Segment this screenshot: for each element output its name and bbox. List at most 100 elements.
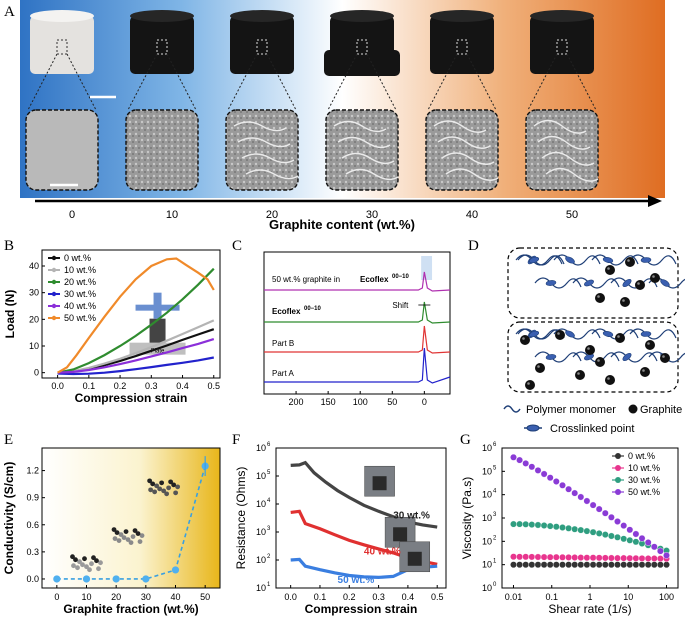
g-point-1-8 [559, 553, 566, 561]
g-point-3-16 [607, 513, 615, 521]
b-xtick-0.0: 0.0 [51, 381, 64, 391]
sample-top-50 [530, 10, 594, 22]
g-xtick-0.1: 0.1 [545, 592, 558, 602]
sem-texture-40-1 [437, 136, 491, 149]
g-point-0-6 [546, 561, 554, 569]
e-cluster-2-9 [150, 481, 156, 487]
d-graphite-1-4 [645, 340, 655, 350]
e-cluster-2-4 [175, 484, 181, 490]
e-xtick-30: 30 [141, 592, 151, 602]
g-ytick-2: 10 [482, 536, 492, 546]
d-graphite-shine-1-3 [617, 335, 620, 338]
g-point-2-15 [601, 531, 609, 539]
e-xtick-10: 10 [81, 592, 91, 602]
g-point-3-6 [546, 474, 554, 482]
g-point-0-12 [583, 561, 591, 569]
zoom-marker-30 [356, 39, 368, 55]
c-xtick-0: 0 [422, 397, 427, 407]
e-cluster-0-6 [82, 556, 87, 562]
sem-texture-20-0 [233, 121, 287, 132]
g-point-2-3 [528, 521, 536, 529]
f-photo-sample-2 [407, 551, 422, 566]
g-point-1-22 [644, 555, 652, 562]
e-ylabel: Conductivity (S/cm) [2, 462, 16, 575]
d-graphite-1-10 [525, 380, 535, 390]
e-cluster-2-3 [168, 479, 174, 485]
d-graphite-1-2 [585, 345, 595, 355]
g-point-3-1 [516, 456, 523, 464]
g-point-3-5 [540, 470, 548, 478]
g-ytick-3: 10 [482, 513, 492, 523]
b-series-10wt [57, 319, 215, 374]
g-point-0-16 [607, 561, 615, 569]
d-crosslink-0-1 [545, 280, 557, 286]
c-label-top-bold: Ecoflex [360, 275, 389, 284]
c-xtick-50: 50 [387, 397, 397, 407]
g-point-1-7 [552, 553, 560, 561]
zoom-line-left-30 [327, 53, 358, 111]
g-point-1-10 [571, 554, 579, 561]
d-crosslink-0-2 [565, 256, 575, 264]
g-ytick-exp-0: 0 [493, 582, 497, 588]
g-point-1-19 [626, 554, 634, 562]
e-cluster-1-1 [118, 532, 124, 538]
b-legend-marker-3 [51, 291, 57, 297]
sem-texture-40-2 [441, 152, 495, 165]
e-cluster-2-13 [148, 487, 154, 493]
g-point-0-17 [614, 561, 621, 569]
content-tick-30: 30 [366, 209, 378, 221]
d-graphite-shine-0-4 [622, 299, 625, 302]
g-point-1-12 [583, 554, 591, 562]
d-graphite-shine-0-5 [652, 275, 655, 278]
g-point-2-11 [577, 526, 585, 534]
e-cluster-0-11 [87, 567, 92, 573]
c-highlight-band [421, 256, 433, 280]
d-graphite-1-1 [555, 330, 565, 340]
d-chain-1-6 [629, 328, 677, 340]
g-ylabel: Viscosity (Pa.s) [460, 477, 474, 559]
g-point-3-10 [571, 489, 579, 497]
g-point-3-7 [552, 478, 560, 485]
legend-crosslink: Crosslinked point [550, 423, 634, 434]
monomer-icon [503, 405, 521, 413]
g-point-2-20 [632, 538, 640, 546]
d-graphite-0-0 [605, 265, 615, 275]
g-point-0-15 [601, 561, 609, 569]
b-xtick-0.3: 0.3 [145, 381, 158, 391]
content-axis-label: Graphite content (wt.%) [269, 217, 415, 232]
g-point-0-8 [559, 561, 566, 569]
g-point-2-0 [510, 520, 517, 528]
g-point-3-18 [620, 522, 628, 530]
g-point-3-20 [632, 530, 640, 538]
e-cluster-1-10 [121, 535, 127, 541]
g-point-2-8 [559, 524, 566, 531]
g-point-3-25 [663, 552, 670, 559]
f-xtick-0.5: 0.5 [431, 592, 444, 602]
e-ytick-0.3: 0.3 [26, 547, 39, 557]
e-cluster-0-0 [70, 554, 75, 560]
content-tick-20: 20 [266, 209, 278, 221]
panel-d-schematic [507, 247, 685, 393]
sem-texture-40-3 [445, 168, 499, 181]
d-crosslink-1-8 [528, 330, 540, 338]
b-legend-label-1: 10 wt.% [64, 265, 96, 275]
g-point-3-24 [656, 547, 664, 555]
e-cluster-1-5 [116, 538, 122, 544]
e-cluster-1-4 [139, 533, 145, 539]
e-xtick-20: 20 [111, 592, 121, 602]
zoom-line-left-0 [27, 53, 58, 111]
schematic-box-bottom [507, 321, 679, 393]
e-cluster-2-0 [147, 478, 153, 484]
b-xtick-0.4: 0.4 [176, 381, 189, 391]
g-point-1-6 [546, 553, 554, 561]
g-point-1-23 [650, 555, 658, 562]
f-ytick-exp-2: 2 [267, 554, 271, 560]
zoom-line-right-0 [66, 53, 97, 111]
b-plot-frame [41, 249, 221, 379]
b-legend-label-2: 20 wt.% [64, 277, 96, 287]
g-ytick-exp-6: 6 [493, 442, 497, 448]
g-ytick-exp-4: 4 [493, 489, 497, 495]
d-graphite-0-2 [635, 280, 645, 290]
g-xtick-1: 1 [587, 592, 592, 602]
e-cluster-0-5 [75, 565, 80, 571]
